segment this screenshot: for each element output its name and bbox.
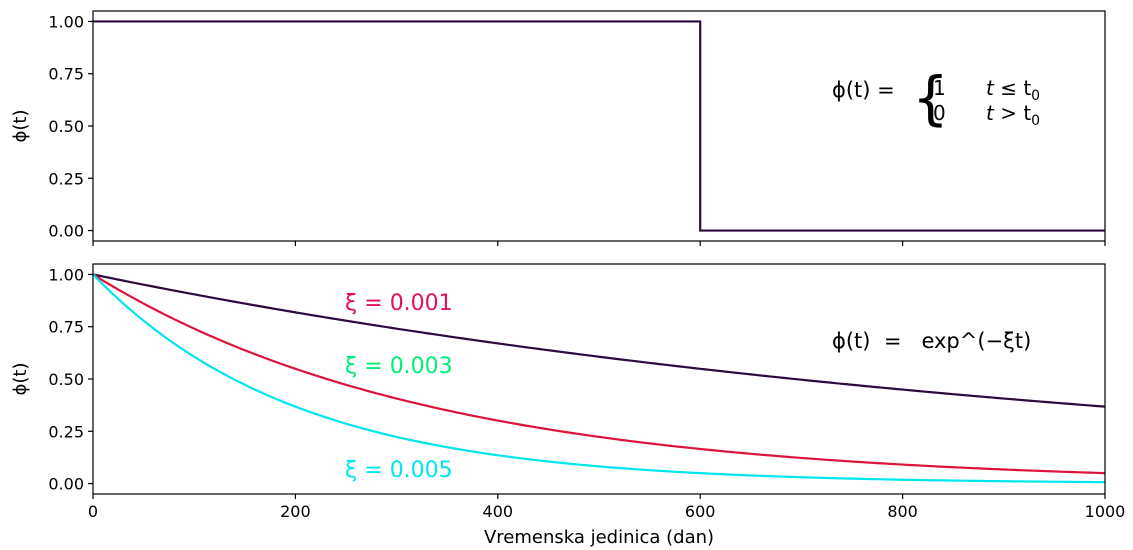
top-plot-frame	[92, 10, 1106, 242]
case1-condition: t ≤ t0	[986, 76, 1040, 104]
bottom-y-axis-label: ϕ(t)	[10, 363, 31, 396]
y-tick-label: 1.00	[48, 12, 84, 31]
bottom-x-ticks: 0 200 400 600 800 1000	[88, 494, 1125, 521]
bottom-y-ticks: 0.00 0.25 0.50 0.75 1.00	[48, 265, 93, 494]
y-tick-label: 0.75	[48, 65, 84, 84]
top-plot-lines	[93, 20, 1105, 232]
y-tick-label: 1.00	[48, 265, 84, 284]
y-tick-label: 0.25	[48, 169, 84, 188]
series-line-xi-0.003	[92, 273, 1106, 475]
bottom-plot-frame	[92, 263, 1106, 495]
bottom-plot-lines	[92, 273, 1106, 484]
series-line-step	[93, 20, 1105, 232]
x-axis-label: Vremenska jedinica (dan)	[484, 527, 714, 548]
top-formula: ϕ(t) = { 1 0 t ≤ t0 t > t0	[832, 64, 1040, 132]
top-y-ticks: 0.00 0.25 0.50 0.75 1.00	[48, 12, 93, 241]
series-label-xi-0.003: ξ = 0.003	[345, 354, 453, 379]
formula-brace: {	[912, 64, 949, 132]
y-tick-label: 0.25	[48, 422, 84, 441]
series-label-xi-0.005: ξ = 0.005	[345, 458, 453, 483]
x-tick-label: 0	[88, 502, 98, 521]
y-tick-label: 0.00	[48, 475, 84, 494]
formula-lhs: ϕ(t) =	[832, 78, 895, 102]
case2-value: 0	[933, 101, 946, 125]
bottom-panel: 0.00 0.25 0.50 0.75 1.00 0 200 400 600 800 1000 ϕ…	[10, 263, 1125, 548]
x-tick-label: 200	[280, 502, 311, 521]
top-x-ticks	[92, 241, 1106, 246]
series-line-xi-0.001	[92, 273, 1106, 408]
y-tick-label: 0.00	[48, 222, 84, 241]
case1-value: 1	[933, 76, 946, 100]
exp-formula: ϕ(t) = exp^(−ξt)	[832, 329, 1031, 353]
top-y-axis-label: ϕ(t)	[10, 110, 31, 143]
x-tick-label: 800	[887, 502, 918, 521]
series-line-xi-0.005	[92, 273, 1106, 484]
top-panel: 0.00 0.25 0.50 0.75 1.00 ϕ(t) ϕ(t) = { 1 0 t…	[10, 10, 1106, 246]
y-tick-label: 0.75	[48, 318, 84, 337]
x-tick-label: 1000	[1085, 502, 1126, 521]
y-tick-label: 0.50	[48, 117, 84, 136]
case2-condition: t > t0	[986, 101, 1040, 129]
y-tick-label: 0.50	[48, 370, 84, 389]
series-label-xi-0.001: ξ = 0.001	[345, 291, 453, 316]
x-tick-label: 400	[483, 502, 514, 521]
x-tick-label: 600	[685, 502, 716, 521]
